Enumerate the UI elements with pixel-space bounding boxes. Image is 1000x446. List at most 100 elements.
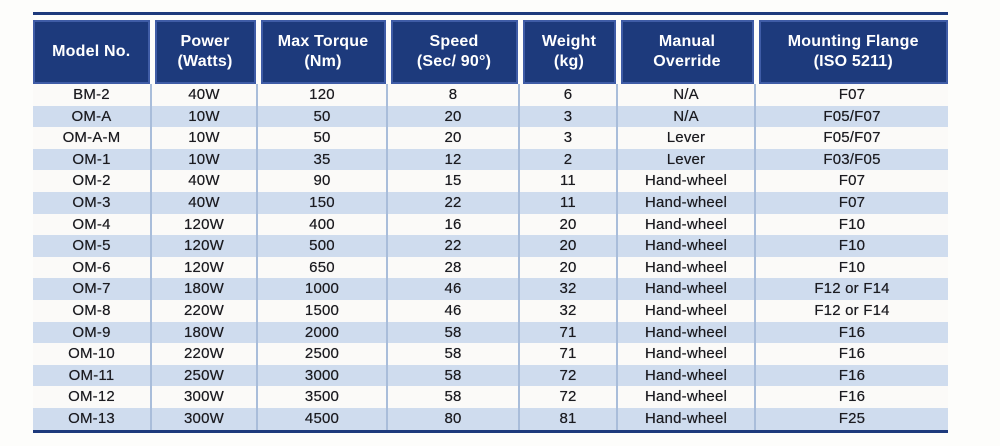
table-top-rule (33, 12, 948, 15)
column-header-2: Max Torque (Nm) (258, 20, 388, 84)
table-cell: OM-13 (33, 407, 152, 430)
table-row: OM-13 300W 4500 80 81 Hand-wheel F25 (33, 407, 948, 430)
table-cell: 500 (258, 235, 388, 257)
table-row: OM-7 180W 1000 46 32 Hand-wheel F12 or F14 (33, 278, 948, 300)
table-cell: Hand-wheel (618, 321, 756, 344)
table-cell: 20 (520, 213, 618, 236)
table-cell: F16 (756, 321, 948, 344)
table-cell: 20 (388, 105, 520, 128)
table-cell: OM-A-M (33, 127, 152, 149)
table-cell: 3 (520, 105, 618, 128)
table-row: BM-2 40W 120 8 6 N/A F07 (33, 84, 948, 106)
table-cell: 71 (520, 343, 618, 365)
header-label-line2: (Sec/ 90°) (416, 53, 492, 70)
table-cell: N/A (618, 105, 756, 128)
table-cell: 32 (520, 299, 618, 322)
table-cell: 16 (388, 213, 520, 236)
table-cell: 20 (520, 256, 618, 279)
table-cell: OM-4 (33, 213, 152, 236)
table-cell: Hand-wheel (618, 364, 756, 387)
table-cell: F12 or F14 (756, 299, 948, 322)
table-cell: 58 (388, 364, 520, 387)
table-cell: N/A (618, 84, 756, 106)
table-cell: F10 (756, 256, 948, 279)
header-label-line1: Model No. (52, 43, 131, 60)
table-cell: 20 (520, 235, 618, 257)
table-cell: Hand-wheel (618, 299, 756, 322)
table-cell: 3000 (258, 364, 388, 387)
table-cell: OM-2 (33, 170, 152, 192)
table-cell: Lever (618, 148, 756, 171)
header-label-line2: (Watts) (177, 53, 233, 70)
table-cell: 46 (388, 299, 520, 322)
table-cell: OM-10 (33, 343, 152, 365)
table-cell: Hand-wheel (618, 170, 756, 192)
header-cell-box: Weight (kg) (522, 20, 616, 84)
column-header-3: Speed (Sec/ 90°) (388, 20, 520, 84)
table-cell: Lever (618, 127, 756, 149)
header-cell-box: Speed (Sec/ 90°) (390, 20, 518, 84)
table-cell: OM-12 (33, 386, 152, 408)
table-bottom-rule (33, 429, 948, 433)
table-cell: F05/F07 (756, 105, 948, 128)
table-cell: BM-2 (33, 84, 152, 106)
table-cell: F25 (756, 407, 948, 430)
header-label-line2: (Nm) (304, 53, 342, 70)
column-header-1: Power (Watts) (152, 20, 258, 84)
header-row: Model No. Power (Watts) Max Torque (Nm) Speed… (33, 20, 948, 84)
table-cell: 180W (152, 321, 258, 344)
table-cell: Hand-wheel (618, 343, 756, 365)
table-cell: F07 (756, 170, 948, 192)
table-row: OM-12 300W 3500 58 72 Hand-wheel F16 (33, 386, 948, 408)
table-cell: 10W (152, 127, 258, 149)
table-cell: 180W (152, 278, 258, 300)
table-cell: OM-11 (33, 364, 152, 387)
column-header-0: Model No. (33, 20, 152, 84)
table-cell: F16 (756, 364, 948, 387)
table-cell: Hand-wheel (618, 256, 756, 279)
header-cell-box: Mounting Flange (ISO 5211) (758, 20, 948, 84)
table-cell: 300W (152, 386, 258, 408)
table-row: OM-3 40W 150 22 11 Hand-wheel F07 (33, 191, 948, 214)
header-cell-box: Max Torque (Nm) (260, 20, 386, 84)
table-cell: F10 (756, 213, 948, 236)
table-cell: 50 (258, 105, 388, 128)
table-cell: OM-9 (33, 321, 152, 344)
table-cell: F16 (756, 386, 948, 408)
table-cell: 2000 (258, 321, 388, 344)
table-cell: 58 (388, 321, 520, 344)
table-cell: 6 (520, 84, 618, 106)
table-row: OM-1 10W 35 12 2 Lever F03/F05 (33, 148, 948, 171)
spec-table: Model No. Power (Watts) Max Torque (Nm) Speed… (33, 20, 948, 430)
table-cell: F03/F05 (756, 148, 948, 171)
table-cell: F12 or F14 (756, 278, 948, 300)
table-cell: 72 (520, 386, 618, 408)
header-label-line2: (ISO 5211) (813, 53, 893, 70)
table-cell: F16 (756, 343, 948, 365)
header-label-line2: Override (653, 53, 721, 70)
table-cell: 46 (388, 278, 520, 300)
column-header-6: Mounting Flange (ISO 5211) (756, 20, 948, 84)
table-cell: 4500 (258, 407, 388, 430)
table-cell: F10 (756, 235, 948, 257)
table-cell: 22 (388, 235, 520, 257)
header-label-line1: Weight (541, 33, 597, 50)
table-row: OM-A-M 10W 50 20 3 Lever F05/F07 (33, 127, 948, 149)
table-cell: 50 (258, 127, 388, 149)
actuator-spec-table: Model No. Power (Watts) Max Torque (Nm) Speed… (33, 12, 948, 433)
table-cell: 3500 (258, 386, 388, 408)
table-cell: 11 (520, 191, 618, 214)
table-row: OM-11 250W 3000 58 72 Hand-wheel F16 (33, 364, 948, 387)
table-cell: 2 (520, 148, 618, 171)
table-cell: 10W (152, 148, 258, 171)
table-cell: OM-5 (33, 235, 152, 257)
table-cell: 400 (258, 213, 388, 236)
table-cell: 20 (388, 127, 520, 149)
table-cell: Hand-wheel (618, 407, 756, 430)
column-header-5: Manual Override (618, 20, 756, 84)
header-cell-box: Manual Override (620, 20, 754, 84)
table-cell: OM-6 (33, 256, 152, 279)
table-cell: Hand-wheel (618, 278, 756, 300)
table-cell: F05/F07 (756, 127, 948, 149)
